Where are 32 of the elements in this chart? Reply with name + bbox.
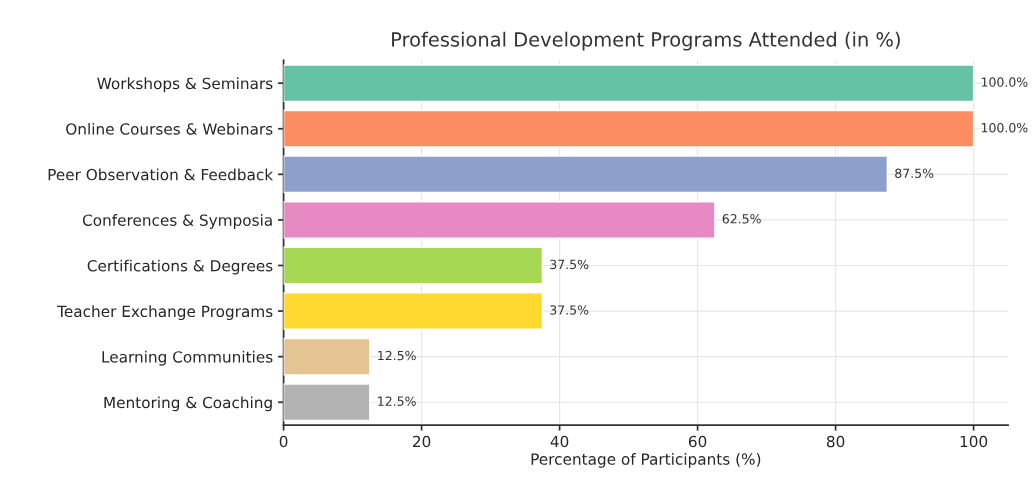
y-tick-label: Peer Observation & Feedback — [48, 168, 274, 181]
x-tick-label: 0 — [279, 435, 288, 448]
bar — [283, 246, 544, 285]
data-label: 37.5% — [550, 305, 589, 315]
x-tick-label: 80 — [826, 435, 845, 448]
bar — [283, 292, 544, 331]
x-tick-label: 100 — [960, 435, 988, 448]
bar — [283, 155, 889, 194]
chart-title: Professional Development Programs Attended (in %) — [392, 31, 900, 51]
data-label: 62.5% — [722, 214, 761, 224]
y-tick-label: Teacher Exchange Programs — [57, 305, 273, 321]
data-label: 12.5% — [378, 350, 416, 361]
y-tick-label: Certifications & Degrees — [87, 259, 273, 275]
data-label: 37.5% — [550, 259, 589, 270]
y-tick-label: Online Courses & Webinars — [66, 122, 273, 135]
data-label: 100.0% — [981, 122, 1028, 133]
y-tick-label: Conferences & Symposia — [82, 214, 272, 229]
y-tick-label: Mentoring & Coaching — [104, 396, 272, 412]
bar — [283, 64, 975, 103]
x-tick-label: 60 — [688, 435, 707, 448]
bar — [283, 383, 371, 422]
x-tick-label: 20 — [412, 435, 431, 448]
bar — [283, 337, 371, 376]
data-label: 87.5% — [895, 168, 934, 178]
y-tick-label: Learning Communities — [102, 350, 273, 366]
x-axis-title: Percentage of Participants (%) — [531, 453, 761, 468]
data-label: 12.5% — [378, 396, 416, 406]
bar — [283, 109, 975, 148]
y-tick-label: Workshops & Seminars — [97, 77, 273, 93]
data-label: 100.0% — [981, 77, 1028, 87]
x-tick-label: 40 — [550, 435, 569, 448]
bar — [283, 200, 716, 239]
